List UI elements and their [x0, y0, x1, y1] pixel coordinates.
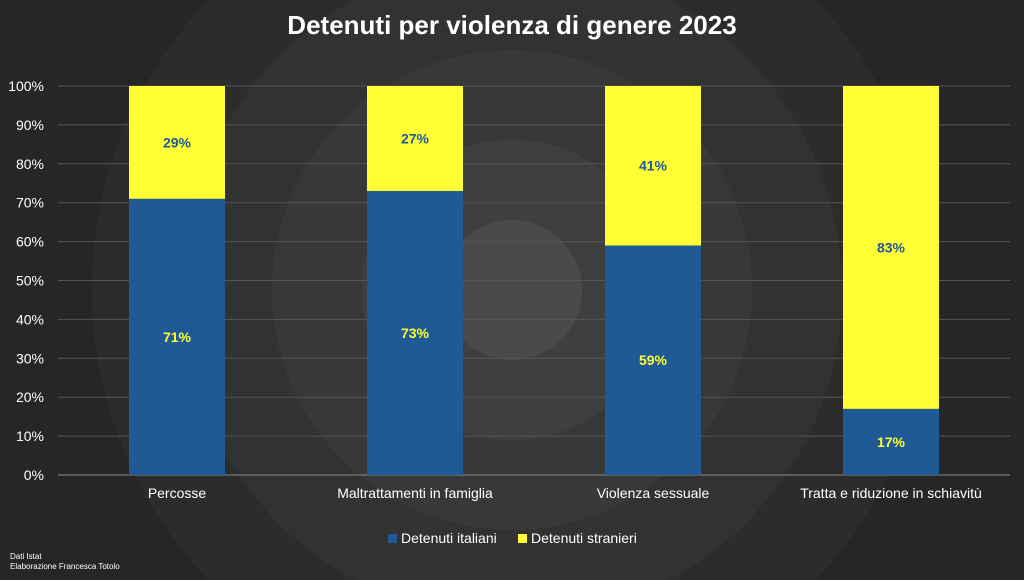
y-tick-label: 50%	[16, 273, 44, 289]
bar-stranieri	[129, 86, 225, 199]
bar-italiani	[129, 198, 225, 475]
data-label: 71%	[163, 329, 192, 345]
x-tick-label: Maltrattamenti in famiglia	[337, 485, 493, 501]
bar-italiani	[843, 408, 939, 475]
data-label: 29%	[163, 134, 192, 150]
y-tick-label: 90%	[16, 117, 44, 133]
labels-layer: 71% 29% Percosse 73% 27% Maltrattamenti in fa…	[148, 131, 982, 501]
y-tick-label: 30%	[16, 350, 44, 366]
legend-swatch	[518, 534, 527, 543]
y-tick-label: 80%	[16, 156, 44, 172]
y-tick-label: 60%	[16, 234, 44, 250]
data-label: 83%	[877, 239, 906, 255]
y-tick-label: 70%	[16, 195, 44, 211]
source-line-data: Dati Istat	[10, 552, 42, 561]
legend-swatch	[388, 534, 397, 543]
x-tick-label: Tratta e riduzione in schiavitù	[800, 485, 982, 501]
bars-layer	[129, 86, 939, 475]
x-tick-label: Percosse	[148, 485, 207, 501]
legend-label: Detenuti stranieri	[531, 530, 637, 546]
legend-label: Detenuti italiani	[401, 530, 497, 546]
data-label: 17%	[877, 434, 906, 450]
data-label: 41%	[639, 158, 668, 174]
bar-stranieri	[605, 86, 701, 246]
y-tick-label: 0%	[24, 467, 44, 483]
y-tick-label: 20%	[16, 389, 44, 405]
bar-italiani	[367, 191, 463, 475]
source-line-author: Elaborazione Francesca Totolo	[10, 562, 120, 571]
data-label: 27%	[401, 131, 430, 147]
x-tick-label: Violenza sessuale	[597, 485, 710, 501]
y-tick-label: 10%	[16, 428, 44, 444]
bar-stranieri	[367, 86, 463, 192]
legend: Detenuti italiani Detenuti stranieri	[388, 530, 637, 546]
source-note: Dati Istat Elaborazione Francesca Totolo	[10, 552, 120, 572]
bar-stranieri	[843, 86, 939, 409]
bar-italiani	[605, 245, 701, 475]
chart-title: Detenuti per violenza di genere 2023	[287, 10, 736, 40]
data-label: 73%	[401, 325, 430, 341]
y-tick-label: 100%	[8, 78, 44, 94]
data-label: 59%	[639, 352, 668, 368]
y-tick-label: 40%	[16, 311, 44, 327]
